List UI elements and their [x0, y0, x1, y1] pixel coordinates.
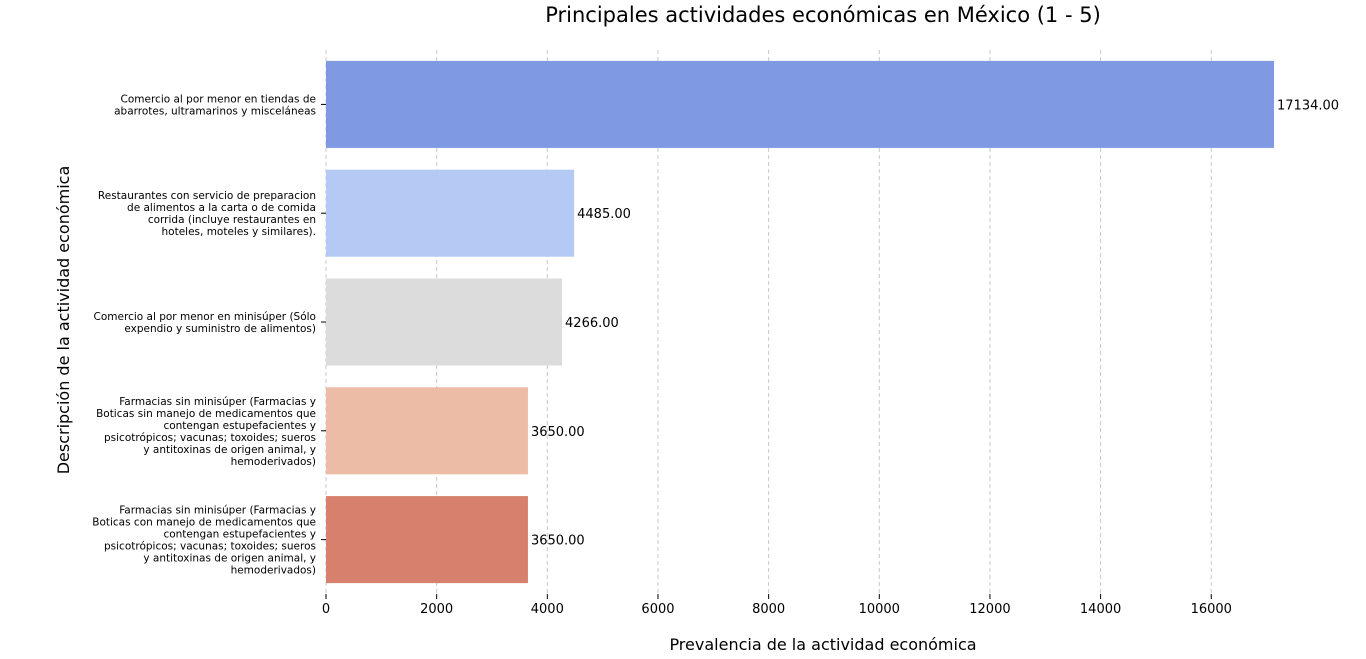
data-label: 3650.00 — [531, 425, 585, 440]
y-tick-label: Farmacias sin minisúper (Farmacias y Boti… — [92, 505, 316, 577]
x-tick-label: 12000 — [969, 602, 1010, 617]
y-tick-label-line: hoteles, moteles y similares). — [162, 226, 316, 238]
y-axis: Comercio al por menor en tiendas de abarr… — [92, 93, 326, 577]
x-tick-label: 8000 — [752, 602, 785, 617]
y-tick-label-line: Comercio al por menor en tiendas de — [121, 93, 316, 105]
y-tick-label-line: hemoderivados) — [231, 456, 316, 468]
y-tick-label-line: y antitoxinas de origen animal, y — [143, 553, 316, 565]
y-tick-label-line: contengan estupefacientes y — [163, 529, 316, 541]
y-tick-label: Comercio al por menor en minisúper (Sólo… — [94, 311, 316, 335]
y-tick-label-line: Farmacias sin minisúper (Farmacias y — [119, 396, 316, 408]
x-tick-label: 16000 — [1191, 602, 1232, 617]
bars-layer — [326, 60, 1274, 584]
x-tick-label: 6000 — [641, 602, 674, 617]
y-tick-label-line: Boticas con manejo de medicamentos que — [92, 517, 316, 529]
x-tick-label: 14000 — [1080, 602, 1121, 617]
y-tick-label-line: y antitoxinas de origen animal, y — [143, 444, 316, 456]
y-tick-label: Restaurantes con servicio de preparacion… — [98, 190, 316, 238]
chart-title: Principales actividades económicas en Mé… — [545, 3, 1101, 27]
data-label: 3650.00 — [531, 534, 585, 549]
y-tick-label-line: hemoderivados) — [231, 565, 316, 577]
bar — [326, 278, 563, 366]
bar — [326, 60, 1274, 148]
bar — [326, 496, 528, 584]
x-axis: 0 2000 4000 6000 8000 10000 12000 14000 16000 — [322, 594, 1232, 617]
y-tick-label-line: Farmacias sin minisúper (Farmacias y — [119, 505, 316, 517]
y-tick-label-line: psicotrópicos; vacunas; toxoides; sueros — [104, 432, 316, 444]
y-tick-label-line: abarrotes, ultramarinos y misceláneas — [114, 105, 316, 117]
data-labels-layer: 17134.00 4485.00 4266.00 3650.00 3650.00 — [531, 98, 1339, 548]
y-tick-label-line: Restaurantes con servicio de preparacion — [98, 190, 316, 202]
x-tick-label: 4000 — [531, 602, 564, 617]
x-tick-label: 2000 — [420, 602, 453, 617]
y-tick-label-line: corrida (incluye restaurantes en — [148, 214, 316, 226]
x-axis-title: Prevalencia de la actividad económica — [669, 635, 976, 654]
y-axis-title: Descripción de la actividad económica — [54, 166, 73, 475]
y-tick-label-line: de alimentos a la carta o de comida — [127, 202, 316, 214]
y-tick-label: Comercio al por menor en tiendas de abarr… — [114, 93, 316, 117]
data-label: 17134.00 — [1277, 98, 1339, 113]
y-tick-label-line: Comercio al por menor en minisúper (Sólo — [94, 311, 316, 323]
y-tick-label-line: expendio y suministro de alimentos) — [124, 323, 316, 335]
bar — [326, 169, 575, 257]
bar — [326, 387, 528, 475]
y-tick-label-line: Boticas sin manejo de medicamentos que — [96, 408, 316, 420]
x-tick-label: 10000 — [859, 602, 900, 617]
y-tick-label-line: contengan estupefacientes y — [163, 420, 316, 432]
y-tick-label-line: psicotrópicos; vacunas; toxoides; sueros — [104, 541, 316, 553]
x-tick-label: 0 — [322, 602, 330, 617]
data-label: 4266.00 — [565, 316, 619, 331]
data-label: 4485.00 — [577, 207, 631, 222]
y-tick-label: Farmacias sin minisúper (Farmacias y Boti… — [96, 396, 316, 468]
